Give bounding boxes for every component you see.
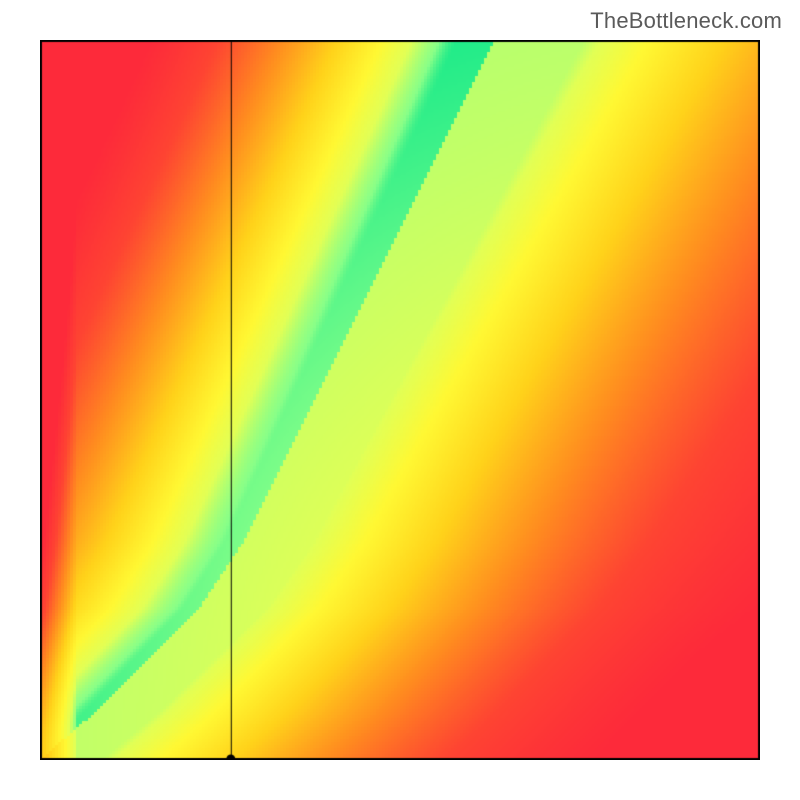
watermark: TheBottleneck.com <box>590 8 782 34</box>
root: TheBottleneck.com <box>0 0 800 800</box>
chart-area <box>40 40 760 760</box>
overlay-canvas <box>40 40 760 760</box>
